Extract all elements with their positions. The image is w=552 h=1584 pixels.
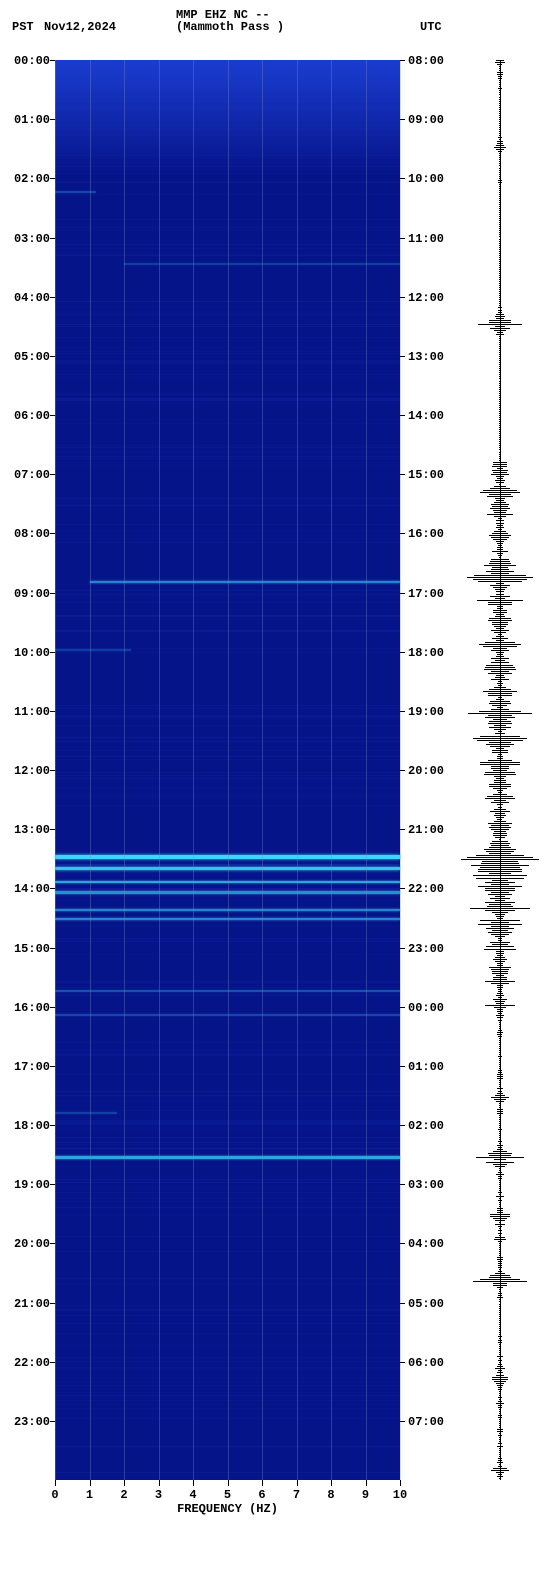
right-tick: 13:00	[408, 350, 444, 364]
right-tick: 19:00	[408, 705, 444, 719]
right-tick: 15:00	[408, 468, 444, 482]
x-tick: 7	[293, 1488, 300, 1502]
left-tick: 04:00	[8, 291, 50, 305]
x-tick: 8	[327, 1488, 334, 1502]
left-tick: 19:00	[8, 1178, 50, 1192]
x-tick: 10	[393, 1488, 407, 1502]
right-tick: 17:00	[408, 587, 444, 601]
left-tick: 23:00	[8, 1415, 50, 1429]
right-tick: 14:00	[408, 409, 444, 423]
x-tick: 4	[189, 1488, 196, 1502]
left-tick: 14:00	[8, 882, 50, 896]
right-tick: 09:00	[408, 113, 444, 127]
right-tick: 07:00	[408, 1415, 444, 1429]
left-tick: 07:00	[8, 468, 50, 482]
left-tick: 06:00	[8, 409, 50, 423]
right-tick: 12:00	[408, 291, 444, 305]
right-tick: 16:00	[408, 527, 444, 541]
x-tick: 1	[86, 1488, 93, 1502]
left-tick: 09:00	[8, 587, 50, 601]
right-tick: 03:00	[408, 1178, 444, 1192]
x-tick: 3	[155, 1488, 162, 1502]
station-line2: (Mammoth Pass )	[176, 20, 284, 34]
left-tick: 02:00	[8, 172, 50, 186]
left-tick: 18:00	[8, 1119, 50, 1133]
right-tz: UTC	[420, 20, 442, 34]
left-tick: 13:00	[8, 823, 50, 837]
left-tick: 20:00	[8, 1237, 50, 1251]
left-tick: 22:00	[8, 1356, 50, 1370]
date: Nov12,2024	[44, 20, 116, 34]
left-tick: 16:00	[8, 1001, 50, 1015]
right-tick: 18:00	[408, 646, 444, 660]
left-tick: 05:00	[8, 350, 50, 364]
left-tz: PST	[12, 20, 34, 34]
left-tick: 21:00	[8, 1297, 50, 1311]
x-tick: 9	[362, 1488, 369, 1502]
x-tick: 6	[258, 1488, 265, 1502]
left-tick: 00:00	[8, 54, 50, 68]
spectrogram-plot	[55, 60, 400, 1480]
x-axis: 012345678910 FREQUENCY (HZ)	[55, 1480, 400, 1520]
right-tick: 11:00	[408, 232, 444, 246]
left-tick: 17:00	[8, 1060, 50, 1074]
right-tick: 10:00	[408, 172, 444, 186]
right-tick: 06:00	[408, 1356, 444, 1370]
left-tick: 12:00	[8, 764, 50, 778]
right-tick: 20:00	[408, 764, 444, 778]
seismogram-panel	[460, 60, 540, 1480]
right-tick: 00:00	[408, 1001, 444, 1015]
header: PST Nov12,2024 MMP EHZ NC -- (Mammoth Pa…	[0, 6, 552, 56]
left-tick: 08:00	[8, 527, 50, 541]
left-tick: 03:00	[8, 232, 50, 246]
right-tick: 21:00	[408, 823, 444, 837]
x-tick: 5	[224, 1488, 231, 1502]
left-tick: 11:00	[8, 705, 50, 719]
left-tick: 10:00	[8, 646, 50, 660]
x-tick: 2	[120, 1488, 127, 1502]
right-tick: 05:00	[408, 1297, 444, 1311]
left-tick: 15:00	[8, 942, 50, 956]
right-tick: 23:00	[408, 942, 444, 956]
right-tick: 02:00	[408, 1119, 444, 1133]
left-tick: 01:00	[8, 113, 50, 127]
right-tick: 01:00	[408, 1060, 444, 1074]
right-tick: 22:00	[408, 882, 444, 896]
right-tick: 08:00	[408, 54, 444, 68]
x-axis-label: FREQUENCY (HZ)	[55, 1502, 400, 1516]
x-tick: 0	[51, 1488, 58, 1502]
right-tick: 04:00	[408, 1237, 444, 1251]
